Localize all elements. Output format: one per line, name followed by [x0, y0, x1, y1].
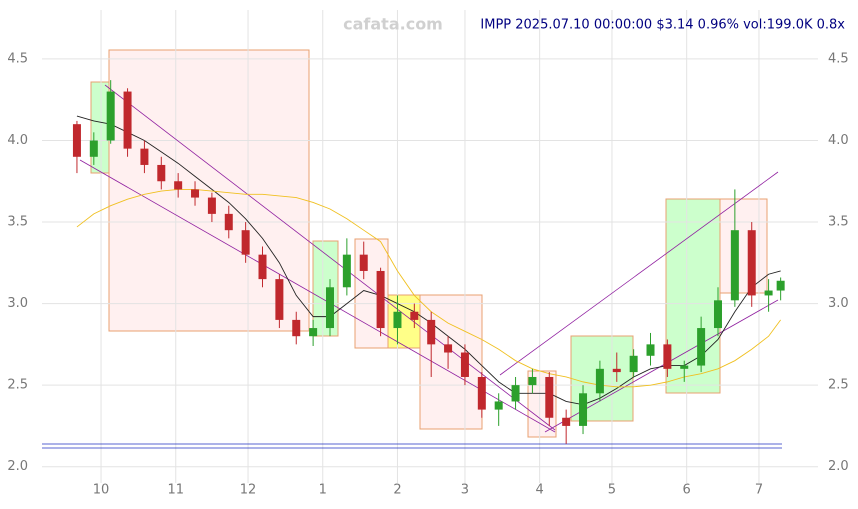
trend-line — [499, 171, 779, 376]
candle-body — [292, 319, 301, 337]
candle-body — [460, 352, 469, 377]
y-tick-label: 4.5 — [7, 51, 28, 66]
x-tick-label: 3 — [461, 483, 469, 498]
candle-body — [646, 344, 655, 356]
candle-body — [713, 300, 722, 329]
x-tick-label: 6 — [683, 483, 691, 498]
candle-body — [680, 365, 689, 369]
candle-body — [72, 124, 81, 157]
candle-body — [123, 91, 132, 149]
y-tick-label-right: 2.5 — [828, 378, 849, 393]
candle-body — [764, 290, 773, 296]
x-tick-label: 7 — [755, 483, 763, 498]
candle-body — [191, 189, 200, 198]
candle-body — [241, 230, 250, 255]
candle-body — [157, 164, 166, 182]
candle-body — [309, 328, 318, 337]
candle-body — [444, 344, 453, 353]
candle-body — [697, 328, 706, 366]
candle-body — [140, 148, 149, 165]
x-tick-label: 12 — [240, 483, 257, 498]
y-tick-label: 2.0 — [7, 459, 28, 474]
y-tick-label-right: 3.5 — [828, 215, 849, 230]
x-tick-label: 1 — [319, 483, 327, 498]
candle-body — [776, 280, 785, 291]
candle-body — [477, 376, 486, 410]
candle-body — [342, 254, 351, 288]
range-box — [665, 198, 721, 394]
trend-lines — [42, 84, 782, 449]
candle-body — [224, 213, 233, 231]
candle-body — [410, 311, 419, 320]
y-tick-label-right: 4.0 — [828, 133, 849, 148]
candle-body — [494, 401, 503, 410]
range-boxes — [90, 49, 768, 438]
y-tick-label-right: 3.0 — [828, 296, 849, 311]
candle-body — [325, 287, 334, 329]
candle-body — [174, 181, 183, 190]
y-tick-label: 3.5 — [7, 215, 28, 230]
y-tick-label-right: 4.5 — [828, 51, 849, 66]
x-tick-label: 11 — [167, 483, 184, 498]
trend-line — [79, 159, 556, 433]
candle-body — [595, 368, 604, 394]
chart-title: IMPP 2025.07.10 00:00:00 $3.14 0.96% vol… — [480, 18, 845, 33]
candle-body — [579, 393, 588, 426]
candle-body — [275, 279, 284, 320]
candle-body — [663, 344, 672, 369]
candle-body — [545, 376, 554, 418]
candle-body — [511, 385, 520, 402]
x-tick-label: 10 — [93, 483, 110, 498]
y-tick-label-right: 2.0 — [828, 459, 849, 474]
range-box — [312, 240, 339, 337]
candle-body — [528, 376, 537, 386]
y-tick-label: 2.5 — [7, 378, 28, 393]
candle-body — [427, 319, 436, 345]
range-box — [387, 294, 421, 349]
candle-body — [747, 230, 756, 296]
watermark: cafata.com — [343, 15, 443, 34]
candle-body — [207, 197, 216, 214]
candle-body — [629, 355, 638, 373]
x-tick-label: 2 — [393, 483, 401, 498]
candle-body — [612, 368, 621, 373]
candle-body — [106, 91, 115, 141]
candle-body — [376, 270, 385, 329]
range-box — [419, 294, 483, 430]
candle-body — [359, 254, 368, 271]
candle-body — [562, 417, 571, 426]
y-tick-label: 4.0 — [7, 133, 28, 148]
x-tick-label: 5 — [608, 483, 616, 498]
x-tick-label: 4 — [536, 483, 544, 498]
candle-body — [89, 140, 98, 157]
y-tick-label: 3.0 — [7, 296, 28, 311]
candle-body — [258, 254, 267, 280]
candle-body — [393, 311, 402, 329]
trend-line — [104, 84, 556, 431]
range-box — [719, 198, 768, 294]
candle-body — [730, 230, 739, 301]
